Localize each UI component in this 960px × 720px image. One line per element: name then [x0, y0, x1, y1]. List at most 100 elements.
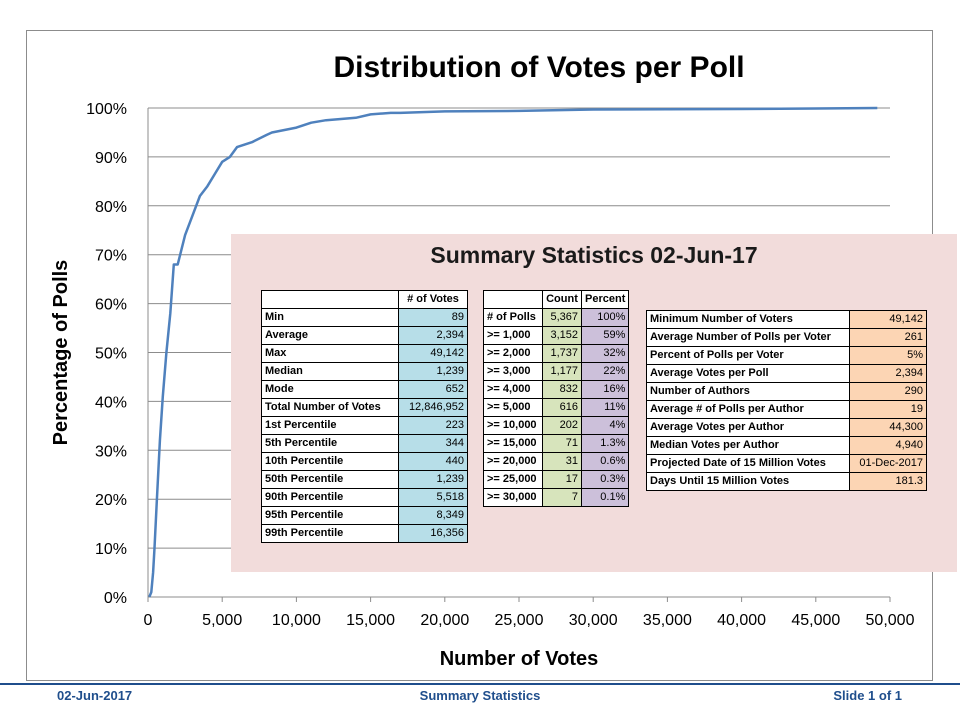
table-row: >= 20,000 31 0.6% [483, 452, 630, 471]
row-count: 616 [542, 398, 582, 417]
row-value: 49,142 [398, 344, 468, 363]
y-tick-label: 60% [95, 297, 127, 314]
row-label: >= 25,000 [483, 470, 543, 489]
row-count: 17 [542, 470, 582, 489]
chart-title: Distribution of Votes per Poll [333, 51, 744, 84]
row-label: Min [261, 308, 399, 327]
table-header-blank [483, 290, 543, 309]
row-label: Projected Date of 15 Million Votes [646, 454, 850, 473]
table-row: Average Votes per Author 44,300 [646, 418, 927, 437]
y-tick-label: 10% [95, 541, 127, 558]
row-value: 440 [398, 452, 468, 471]
table-row: Number of Authors 290 [646, 382, 927, 401]
votes-statistics-table: # of Votes Min 89 Average 2,394 Max 49,142 Med… [261, 290, 468, 543]
row-value: 49,142 [849, 310, 927, 329]
table-row: >= 2,000 1,737 32% [483, 344, 630, 363]
row-label: 95th Percentile [261, 506, 399, 525]
row-count: 202 [542, 416, 582, 435]
summary-title: Summary Statistics 02-Jun-17 [430, 242, 758, 268]
row-label: 10th Percentile [261, 452, 399, 471]
table-row: >= 30,000 7 0.1% [483, 488, 630, 507]
table-row: 10th Percentile 440 [261, 452, 468, 471]
table-row: Percent of Polls per Voter 5% [646, 346, 927, 365]
row-count: 832 [542, 380, 582, 399]
row-count: 71 [542, 434, 582, 453]
x-tick-label: 25,000 [495, 612, 544, 629]
row-label: >= 10,000 [483, 416, 543, 435]
row-label: >= 1,000 [483, 326, 543, 345]
row-label: # of Polls [483, 308, 543, 327]
row-count: 7 [542, 488, 582, 507]
x-tick-label: 50,000 [866, 612, 915, 629]
table-row: 90th Percentile 5,518 [261, 488, 468, 507]
table-row: 95th Percentile 8,349 [261, 506, 468, 525]
row-label: >= 5,000 [483, 398, 543, 417]
row-value: 261 [849, 328, 927, 347]
table-row: >= 25,000 17 0.3% [483, 470, 630, 489]
x-tick-label: 10,000 [272, 612, 321, 629]
table-row: 99th Percentile 16,356 [261, 524, 468, 543]
author-statistics-table: Minimum Number of Voters 49,142 Average Nu… [646, 310, 927, 491]
row-value: 223 [398, 416, 468, 435]
row-label: Percent of Polls per Voter [646, 346, 850, 365]
table-row: Average # of Polls per Author 19 [646, 400, 927, 419]
x-tick-label: 30,000 [569, 612, 618, 629]
row-count: 5,367 [542, 308, 582, 327]
row-label: 50th Percentile [261, 470, 399, 489]
table-row: # of Polls 5,367 100% [483, 308, 630, 327]
table-row: Minimum Number of Voters 49,142 [646, 310, 927, 329]
footer-title: Summary Statistics [419, 688, 541, 703]
table-header-percent: Percent [580, 290, 630, 309]
row-value: 16,356 [398, 524, 468, 543]
y-tick-label: 20% [95, 492, 127, 509]
x-tick-label: 15,000 [346, 612, 395, 629]
y-tick-label: 30% [95, 443, 127, 460]
table-row: Median 1,239 [261, 362, 468, 381]
row-value: 290 [849, 382, 927, 401]
slide-footer: 02-Jun-2017 Summary Statistics Slide 1 o… [0, 688, 960, 712]
row-label: Median Votes per Author [646, 436, 850, 455]
row-value: 44,300 [849, 418, 927, 437]
row-percent: 22% [580, 362, 630, 381]
row-value: 8,349 [398, 506, 468, 525]
row-value: 12,846,952 [398, 398, 468, 417]
row-label: >= 4,000 [483, 380, 543, 399]
row-value: 652 [398, 380, 468, 399]
footer-slide-number: Slide 1 of 1 [833, 688, 902, 703]
row-label: >= 20,000 [483, 452, 543, 471]
y-tick-label: 80% [95, 199, 127, 216]
table-header-blank [261, 290, 399, 309]
table-row: Projected Date of 15 Million Votes 01-Dec… [646, 454, 927, 473]
series-line [148, 106, 878, 598]
row-value: 4,940 [849, 436, 927, 455]
x-tick-label: 35,000 [643, 612, 692, 629]
y-tick-label: 40% [95, 394, 127, 411]
row-label: Max [261, 344, 399, 363]
table-row: Average 2,394 [261, 326, 468, 345]
row-count: 1,737 [542, 344, 582, 363]
table-row: >= 4,000 832 16% [483, 380, 630, 399]
row-count: 31 [542, 452, 582, 471]
row-label: Number of Authors [646, 382, 850, 401]
row-label: >= 2,000 [483, 344, 543, 363]
table-row: Average Votes per Poll 2,394 [646, 364, 927, 383]
row-value: 5,518 [398, 488, 468, 507]
table-row: >= 15,000 71 1.3% [483, 434, 630, 453]
table-row: Average Number of Polls per Voter 261 [646, 328, 927, 347]
y-tick-label: 50% [95, 346, 127, 363]
row-percent: 32% [580, 344, 630, 363]
table-header-votes: # of Votes [398, 290, 468, 309]
table-row: Min 89 [261, 308, 468, 327]
x-tick-label: 0 [144, 612, 153, 629]
table-header-row: Count Percent [483, 290, 630, 309]
polls-count-table: Count Percent # of Polls 5,367 100% >= 1,00… [483, 290, 630, 507]
chart-frame: Distribution of Votes per Poll 0% 10% 20% 30… [26, 30, 957, 681]
row-label: Median [261, 362, 399, 381]
table-header-count: Count [542, 290, 582, 309]
y-tick-label: 0% [104, 590, 127, 607]
row-label: >= 30,000 [483, 488, 543, 507]
row-value: 5% [849, 346, 927, 365]
row-percent: 4% [580, 416, 630, 435]
row-label: 5th Percentile [261, 434, 399, 453]
row-value: 2,394 [849, 364, 927, 383]
